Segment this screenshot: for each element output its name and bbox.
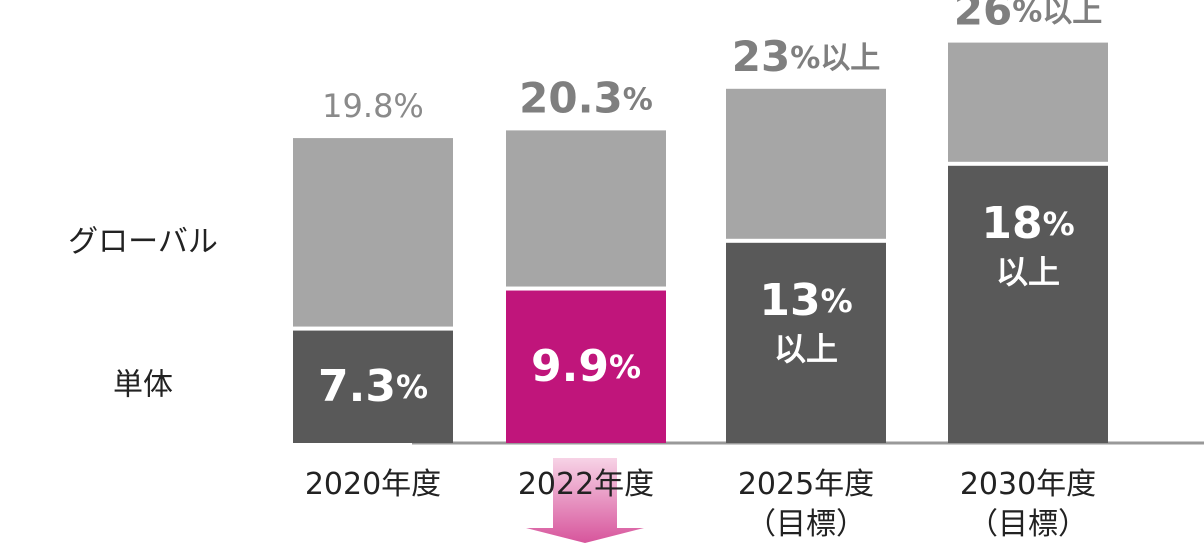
x-tick-label: 2025年度 （目標） bbox=[738, 467, 874, 542]
total-label: 26%以上 bbox=[954, 0, 1103, 34]
arrow bbox=[526, 458, 644, 543]
bar-segment bbox=[948, 42, 1108, 162]
label-number: 26 bbox=[954, 0, 1012, 34]
label-unit: % bbox=[623, 82, 653, 117]
bar-segment bbox=[506, 130, 666, 287]
data-label: 7.3% bbox=[318, 361, 428, 412]
bar-segment bbox=[726, 88, 886, 239]
bar-segment bbox=[948, 165, 1108, 444]
total-label: 19.8% bbox=[322, 87, 424, 125]
label-number: 23 bbox=[732, 31, 790, 80]
x-tick-label: 2022年度 bbox=[518, 467, 654, 502]
label-number: 20.3 bbox=[519, 73, 623, 122]
label-number: 13 bbox=[759, 275, 820, 326]
x-tick-line: （目標） bbox=[968, 507, 1088, 542]
x-tick-label: 2020年度 bbox=[305, 467, 441, 502]
label-unit: 以上 bbox=[996, 253, 1060, 291]
x-tick-line: 2022年度 bbox=[518, 467, 654, 502]
x-tick-line: 2030年度 bbox=[960, 467, 1096, 502]
label-unit: %以上 bbox=[790, 40, 880, 75]
x-tick-line: （目標） bbox=[746, 507, 866, 542]
bar-segment bbox=[726, 242, 886, 443]
label-unit: % bbox=[609, 348, 641, 386]
series-name: グローバル bbox=[68, 225, 218, 260]
data-label: 18% 以上 bbox=[981, 198, 1074, 291]
label-unit: 以上 bbox=[774, 330, 838, 368]
data-label: 13% 以上 bbox=[759, 275, 852, 368]
data-label: 9.9% bbox=[531, 341, 641, 392]
bar-segment bbox=[293, 138, 453, 327]
label-unit: %以上 bbox=[1012, 0, 1102, 29]
series-name: 単体 bbox=[113, 368, 173, 403]
label-number: 9.9 bbox=[531, 341, 609, 392]
label-unit: % bbox=[821, 282, 853, 320]
total-label: 23%以上 bbox=[732, 31, 881, 80]
x-tick-line: 2020年度 bbox=[305, 467, 441, 502]
bar-segment bbox=[506, 290, 666, 443]
label-number: 18 bbox=[981, 198, 1042, 249]
x-tick-label: 2030年度 （目標） bbox=[960, 467, 1096, 542]
label-unit: % bbox=[1043, 205, 1075, 243]
label-unit: % bbox=[396, 368, 428, 406]
bar-segment bbox=[293, 330, 453, 443]
total-label: 20.3% bbox=[519, 73, 653, 122]
x-tick-line: 2025年度 bbox=[738, 467, 874, 502]
label-number: 7.3 bbox=[318, 361, 396, 412]
